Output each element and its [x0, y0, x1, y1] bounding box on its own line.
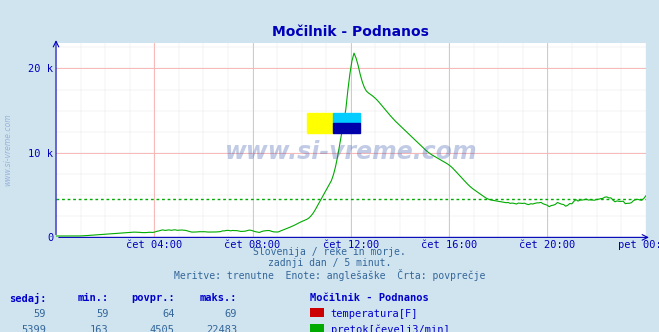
Text: Slovenija / reke in morje.: Slovenija / reke in morje. [253, 247, 406, 257]
Text: 4505: 4505 [150, 325, 175, 332]
Bar [333, 123, 360, 132]
Text: povpr.:: povpr.: [131, 293, 175, 303]
Text: 5399: 5399 [21, 325, 46, 332]
Text: 163: 163 [90, 325, 109, 332]
Text: sedaj:: sedaj: [9, 293, 46, 304]
Text: maks.:: maks.: [200, 293, 237, 303]
Title: Močilnik - Podnanos: Močilnik - Podnanos [272, 25, 430, 39]
Text: Močilnik - Podnanos: Močilnik - Podnanos [310, 293, 428, 303]
Text: temperatura[F]: temperatura[F] [331, 309, 418, 319]
Bar [333, 113, 360, 123]
Text: 64: 64 [162, 309, 175, 319]
Text: 59: 59 [96, 309, 109, 319]
Text: min.:: min.: [78, 293, 109, 303]
Text: zadnji dan / 5 minut.: zadnji dan / 5 minut. [268, 258, 391, 268]
Bar [306, 113, 333, 132]
Text: pretok[čevelj3/min]: pretok[čevelj3/min] [331, 325, 449, 332]
Text: Meritve: trenutne  Enote: anglešaške  Črta: povprečje: Meritve: trenutne Enote: anglešaške Črta… [174, 269, 485, 281]
Text: 69: 69 [225, 309, 237, 319]
Text: www.si-vreme.com: www.si-vreme.com [225, 140, 477, 164]
Text: www.si-vreme.com: www.si-vreme.com [3, 113, 13, 186]
Text: 22483: 22483 [206, 325, 237, 332]
Text: 59: 59 [34, 309, 46, 319]
